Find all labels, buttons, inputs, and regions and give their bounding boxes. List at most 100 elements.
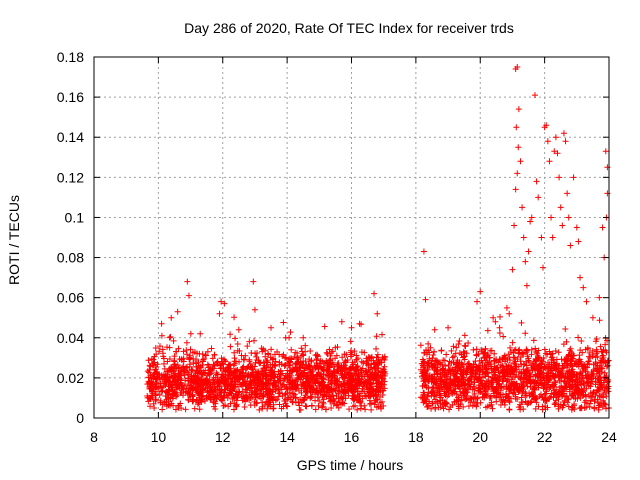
data-point (352, 382, 359, 389)
data-point (167, 364, 174, 371)
data-point (570, 174, 577, 181)
data-point (312, 387, 319, 394)
data-point (160, 360, 167, 367)
data-point (327, 394, 334, 401)
data-point (154, 371, 161, 378)
data-point (539, 406, 546, 413)
data-point (177, 400, 184, 407)
data-point (324, 371, 331, 378)
data-point (281, 381, 288, 388)
data-point (152, 367, 159, 374)
data-point (278, 361, 285, 368)
data-point (259, 348, 266, 355)
data-point (517, 376, 524, 383)
data-point (600, 400, 607, 407)
data-point (199, 371, 206, 378)
data-point (202, 385, 209, 392)
data-point (431, 326, 438, 333)
data-point (305, 363, 312, 370)
data-point (233, 403, 240, 410)
data-point (276, 401, 283, 408)
data-point (346, 372, 353, 379)
y-tick-label: 0.18 (57, 49, 84, 65)
data-point (516, 346, 523, 353)
data-point (523, 376, 530, 383)
data-point (319, 381, 326, 388)
data-point (479, 390, 486, 397)
data-point (227, 343, 234, 350)
data-point (286, 334, 293, 341)
data-point (512, 366, 519, 373)
data-point (380, 375, 387, 382)
data-point (449, 354, 456, 361)
data-point (359, 380, 366, 387)
data-point (263, 358, 270, 365)
data-point (338, 363, 345, 370)
data-point (503, 304, 510, 311)
data-point (596, 294, 603, 301)
data-point (422, 378, 429, 385)
data-point (339, 354, 346, 361)
data-point (367, 364, 374, 371)
data-point (567, 242, 574, 249)
data-point (194, 370, 201, 377)
data-point (297, 364, 304, 371)
data-point (217, 365, 224, 372)
data-point (548, 367, 555, 374)
data-point (156, 348, 163, 355)
data-point (174, 392, 181, 399)
data-point (506, 406, 513, 413)
data-point (523, 282, 530, 289)
data-point (318, 404, 325, 411)
data-point (238, 352, 245, 359)
data-point (257, 377, 264, 384)
data-point (309, 389, 316, 396)
data-point (192, 356, 199, 363)
data-point (248, 366, 255, 373)
data-point (366, 382, 373, 389)
data-point (285, 356, 292, 363)
data-point (156, 375, 163, 382)
data-point (497, 313, 504, 320)
data-point (373, 333, 380, 340)
data-point (493, 385, 500, 392)
data-point (283, 385, 290, 392)
data-point (552, 348, 559, 355)
data-point (482, 345, 489, 352)
data-point (152, 379, 159, 386)
data-point (431, 348, 438, 355)
data-point (261, 364, 268, 371)
data-point (224, 385, 231, 392)
data-point (486, 358, 493, 365)
data-point (574, 381, 581, 388)
data-point (312, 397, 319, 404)
data-point (324, 366, 331, 373)
data-point (197, 397, 204, 404)
data-point (499, 398, 506, 405)
data-point (380, 387, 387, 394)
x-tick-label: 10 (151, 429, 167, 445)
data-point (570, 368, 577, 375)
data-point (300, 358, 307, 365)
data-point (565, 353, 572, 360)
data-point (252, 394, 259, 401)
data-point (513, 372, 520, 379)
data-point (307, 348, 314, 355)
data-point (375, 356, 382, 363)
data-point (589, 371, 596, 378)
data-point (535, 194, 542, 201)
data-point (262, 347, 269, 354)
data-point (551, 359, 558, 366)
data-point (231, 349, 238, 356)
data-point (535, 366, 542, 373)
data-point (596, 379, 603, 386)
data-point (173, 386, 180, 393)
data-point (227, 375, 234, 382)
data-point (175, 374, 182, 381)
data-point (475, 387, 482, 394)
data-point (214, 371, 221, 378)
data-point (189, 398, 196, 405)
data-point (548, 390, 555, 397)
data-point (549, 234, 556, 241)
data-point (455, 405, 462, 412)
